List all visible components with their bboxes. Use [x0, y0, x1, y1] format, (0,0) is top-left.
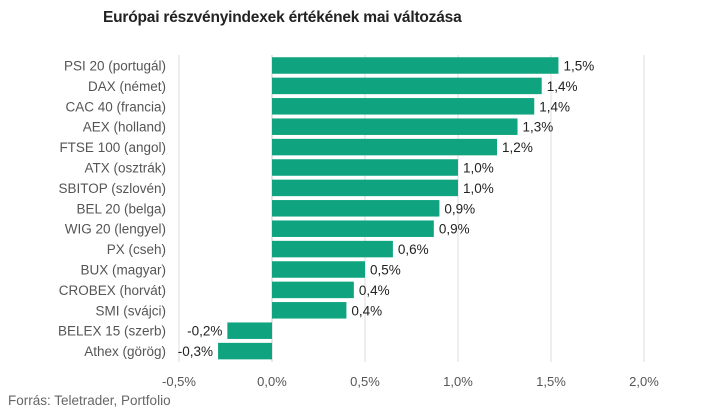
- bar: [227, 322, 272, 339]
- category-label: SMI (svájci): [96, 303, 167, 318]
- category-label: FTSE 100 (angol): [59, 140, 166, 155]
- x-tick-label: 0,5%: [350, 374, 380, 389]
- category-label: BEL 20 (belga): [76, 201, 166, 216]
- bar: [272, 77, 542, 95]
- data-label: 1,2%: [502, 140, 533, 155]
- data-label: 1,4%: [547, 79, 578, 94]
- data-label: -0,2%: [187, 324, 222, 339]
- data-label: 1,3%: [523, 120, 554, 135]
- bar: [272, 302, 347, 319]
- category-label: WIG 20 (lengyel): [65, 222, 166, 237]
- category-label: DAX (német): [88, 79, 166, 94]
- data-label: 0,9%: [444, 201, 475, 216]
- bar: [218, 342, 272, 360]
- data-label: -0,3%: [178, 344, 213, 359]
- bar: [272, 281, 354, 299]
- data-label: 1,4%: [539, 99, 570, 114]
- category-label: CROBEX (horvát): [59, 283, 166, 298]
- category-label: SBITOP (szlovén): [58, 181, 166, 196]
- data-label: 0,6%: [398, 242, 429, 257]
- category-label: Athex (görög): [84, 344, 166, 359]
- category-label: PSI 20 (portugál): [64, 59, 166, 74]
- category-label: AEX (holland): [83, 120, 166, 135]
- data-label: 0,5%: [370, 263, 401, 278]
- data-label: 0,9%: [439, 222, 470, 237]
- bar: [272, 98, 535, 115]
- category-label: BELEX 15 (szerb): [58, 324, 166, 339]
- x-tick-label: 2,0%: [629, 374, 659, 389]
- data-label: 1,0%: [463, 161, 494, 176]
- category-label: BUX (magyar): [80, 263, 166, 278]
- bar: [272, 57, 559, 74]
- x-tick-label: 1,5%: [536, 374, 566, 389]
- chart-source: Forrás: Teletrader, Portfolio: [8, 393, 171, 408]
- bar: [272, 220, 434, 237]
- bar: [272, 261, 365, 278]
- x-tick-label: -0,5%: [162, 374, 196, 389]
- data-label: 0,4%: [351, 303, 382, 318]
- data-label: 0,4%: [359, 283, 390, 298]
- category-label: CAC 40 (francia): [65, 99, 166, 114]
- chart-title: Európai részvényindexek értékének mai vá…: [103, 9, 462, 26]
- data-label: 1,5%: [563, 59, 594, 74]
- bar: [272, 118, 518, 135]
- bar: [272, 240, 393, 258]
- bar: [272, 179, 458, 197]
- x-tick-label: 1,0%: [443, 374, 473, 389]
- data-label: 1,0%: [463, 181, 494, 196]
- x-tick-label: 0,0%: [257, 374, 287, 389]
- category-label: PX (cseh): [107, 242, 166, 257]
- bar: [272, 200, 440, 217]
- category-label: ATX (osztrák): [84, 161, 166, 176]
- bar: [272, 138, 498, 156]
- bar: [272, 159, 458, 176]
